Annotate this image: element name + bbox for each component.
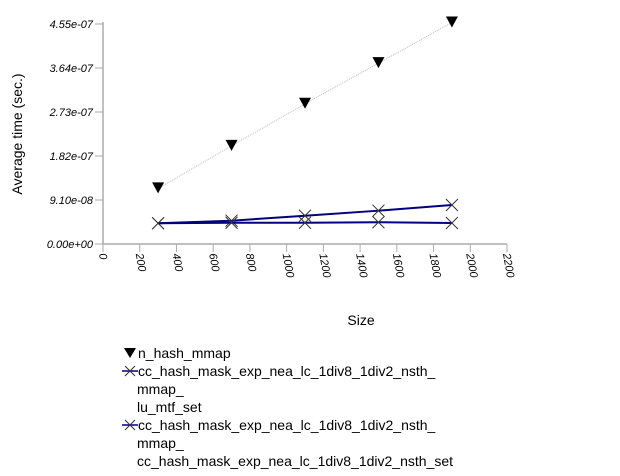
x-axis-label: Size <box>347 312 374 328</box>
x-tick-label: 600 <box>206 252 221 273</box>
data-point <box>299 97 311 109</box>
y-tick-label: 1.82e-07 <box>50 151 94 163</box>
x-tick-label: 200 <box>133 251 148 273</box>
x-tick-label: 0 <box>96 252 109 261</box>
x-tick-label: 1000 <box>280 252 296 279</box>
data-point <box>225 214 238 228</box>
data-point <box>151 216 165 230</box>
data-point <box>225 216 238 230</box>
y-tick-label: 2.73e-07 <box>49 107 94 119</box>
x-tick-label: 1400 <box>353 252 369 279</box>
data-point <box>372 215 385 229</box>
x-tick-label: 2000 <box>463 251 479 279</box>
legend-label: mmap_ <box>137 381 184 397</box>
series-2 <box>151 215 459 230</box>
legend-label: lu_mtf_set <box>137 399 202 415</box>
y-tick-label: 4.55e-07 <box>50 19 94 31</box>
x-tick-label: 1800 <box>427 252 443 279</box>
data-point <box>445 16 458 28</box>
series-line <box>157 22 453 189</box>
series-line <box>158 203 452 225</box>
legend-label: cc_hash_mask_exp_nea_lc_1div8_1div2_nsth… <box>138 363 436 379</box>
data-point <box>298 209 312 223</box>
data-point <box>298 216 312 230</box>
series-1 <box>151 198 459 230</box>
x-marker-icon <box>124 419 136 431</box>
x-tick-label: 400 <box>170 252 185 273</box>
data-point <box>372 57 385 69</box>
x-tick-label: 2200 <box>500 251 516 279</box>
data-point <box>445 198 459 212</box>
y-tick-label: 3.64e-07 <box>50 63 94 75</box>
y-tick-label: 9.10e-08 <box>50 195 94 207</box>
legend-item: n_hash_mmap <box>124 345 231 361</box>
legend-item: cc_hash_mask_exp_nea_lc_1div8_1div2_nsth… <box>122 417 453 469</box>
data-point <box>445 216 459 230</box>
series-0 <box>152 16 458 194</box>
y-axis-label: Average time (sec.) <box>9 73 25 194</box>
legend-label: mmap_ <box>137 435 184 451</box>
legend-label: n_hash_mmap <box>138 345 231 361</box>
x-tick-label: 1600 <box>390 252 406 279</box>
data-point <box>152 182 165 194</box>
legend-item: cc_hash_mask_exp_nea_lc_1div8_1div2_nsth… <box>122 363 436 415</box>
data-point <box>225 139 238 151</box>
x-tick-label: 800 <box>243 252 258 273</box>
legend-label: cc_hash_mask_exp_nea_lc_1div8_1div2_nsth… <box>137 453 453 469</box>
x-marker-icon <box>124 365 136 377</box>
legend: n_hash_mmap cc_hash_mask_exp_nea_lc_1div8… <box>122 345 453 469</box>
x-tick-label: 1200 <box>316 252 332 279</box>
legend-label: cc_hash_mask_exp_nea_lc_1div8_1div2_nsth… <box>138 417 436 433</box>
triangle-down-icon <box>124 348 136 358</box>
data-point <box>372 204 385 218</box>
y-tick-label: 0.00e+00 <box>47 239 94 251</box>
